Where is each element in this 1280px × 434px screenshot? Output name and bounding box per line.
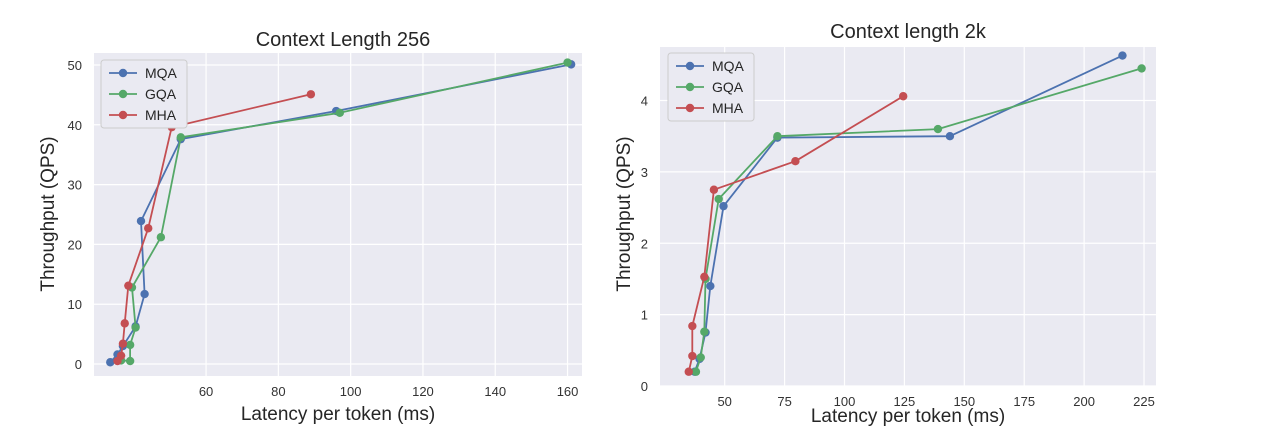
data-point-mqa	[136, 216, 146, 226]
legend: MQA GQA MHA	[667, 52, 755, 122]
data-point-gqa	[700, 327, 709, 336]
y-tick-label: 0	[75, 357, 82, 372]
legend-label-gqa: GQA	[712, 79, 744, 95]
legend-label-mqa: MQA	[712, 58, 745, 74]
series-mha	[113, 90, 316, 366]
x-tick-label: 50	[717, 394, 731, 409]
series-mha	[684, 92, 908, 376]
chart-title: Context length 2k	[830, 21, 987, 43]
legend-label-mqa: MQA	[145, 65, 178, 81]
y-tick-label: 10	[68, 297, 82, 312]
data-point-mha	[791, 156, 800, 166]
series-line-gqa	[695, 67, 1142, 372]
data-point-mha	[120, 319, 129, 328]
y-tick-label: 2	[641, 236, 648, 251]
x-tick-label: 140	[484, 384, 506, 399]
data-point-gqa	[156, 233, 166, 242]
data-point-mqa	[706, 281, 715, 291]
data-point-mqa	[140, 289, 149, 299]
data-point-mha	[709, 185, 719, 194]
data-point-mha	[700, 272, 709, 282]
chart-title: Context Length 256	[256, 29, 431, 51]
data-point-mqa	[1118, 51, 1127, 60]
data-point-mha	[306, 90, 316, 99]
y-tick-label: 0	[641, 379, 648, 394]
data-point-gqa	[714, 194, 723, 204]
data-point-mqa	[945, 132, 955, 141]
x-tick-label: 100	[340, 384, 362, 399]
x-tick-label: 75	[777, 394, 791, 409]
data-point-mha	[688, 351, 697, 361]
legend-swatch-marker	[685, 103, 695, 113]
data-point-gqa	[1137, 64, 1146, 73]
data-point-gqa	[773, 132, 782, 141]
y-tick-label: 40	[68, 118, 82, 133]
legend-label-mha: MHA	[712, 100, 744, 116]
data-point-mha	[899, 92, 908, 101]
y-axis-label: Throughput (QPS)	[614, 136, 635, 291]
legend: MQA GQA MHA	[100, 59, 188, 129]
data-point-mqa	[719, 201, 728, 211]
x-tick-label: 200	[1073, 394, 1095, 409]
x-tick-label: 100	[834, 394, 856, 409]
x-tick-label: 120	[412, 384, 434, 399]
legend-swatch-marker	[685, 82, 695, 92]
data-point-mha	[144, 224, 153, 233]
x-tick-label: 125	[894, 394, 916, 409]
data-point-gqa	[933, 124, 943, 134]
data-point-mha	[684, 367, 693, 376]
x-tick-label: 160	[557, 384, 579, 399]
legend-label-mha: MHA	[145, 107, 177, 123]
data-point-mha	[124, 281, 133, 290]
data-point-mha	[118, 339, 128, 348]
legend-swatch-marker	[118, 110, 128, 120]
y-tick-label: 1	[641, 308, 648, 323]
y-tick-label: 30	[68, 178, 82, 193]
data-point-gqa	[563, 58, 572, 67]
legend-swatch-marker	[118, 89, 128, 99]
legend-swatch-marker	[118, 68, 128, 78]
y-tick-label: 50	[68, 58, 82, 73]
data-point-mha	[688, 321, 697, 331]
x-tick-label: 175	[1013, 394, 1035, 409]
legend-swatch-marker	[685, 61, 695, 71]
x-tick-label: 225	[1133, 394, 1155, 409]
data-point-mha	[116, 351, 126, 360]
data-point-gqa	[131, 323, 140, 332]
y-axis-label: Throughput (QPS)	[38, 136, 59, 291]
y-tick-label: 4	[641, 94, 648, 109]
data-point-gqa	[176, 133, 185, 142]
data-point-gqa	[335, 108, 345, 118]
data-point-gqa	[696, 353, 705, 362]
y-tick-label: 20	[68, 237, 82, 252]
data-point-gqa	[125, 340, 135, 350]
x-tick-label: 60	[199, 384, 213, 399]
data-point-gqa	[691, 367, 701, 376]
data-point-gqa	[125, 356, 135, 366]
data-point-mqa	[106, 358, 115, 367]
legend-label-gqa: GQA	[145, 86, 177, 102]
chart-panel-context-2k: Context length 2k Latency per token (ms)…	[614, 21, 1156, 427]
y-tick-label: 3	[641, 165, 648, 180]
x-axis-label: Latency per token (ms)	[241, 404, 435, 425]
x-axis-label: Latency per token (ms)	[811, 406, 1005, 427]
x-tick-label: 150	[953, 394, 975, 409]
x-tick-label: 80	[271, 384, 285, 399]
chart-panel-context-256: Context Length 256 Latency per token (ms…	[38, 29, 582, 425]
